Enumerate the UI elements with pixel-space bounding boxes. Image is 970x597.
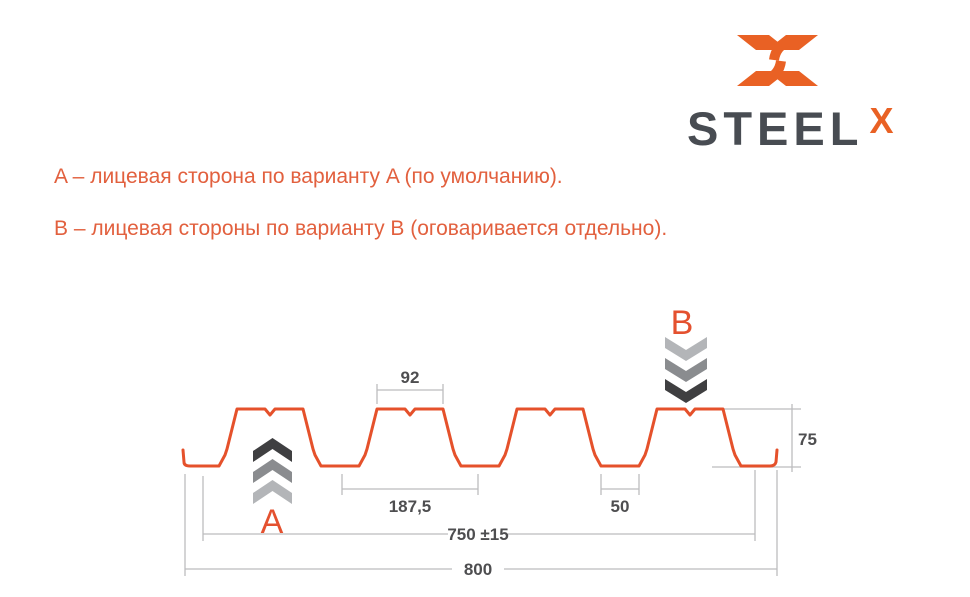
note-variant-a: A – лицевая сторона по варианту A (по ум… — [54, 165, 563, 188]
note-variant-b: B – лицевая стороны по варианту B (огова… — [54, 217, 668, 240]
dimension-lines — [184, 384, 801, 576]
logo-wordmark-text: STEEL — [687, 102, 864, 155]
logo-superscript-x: X — [869, 100, 894, 141]
logo-x-icon — [737, 35, 818, 86]
dim-working-width: 750 ±15 — [447, 525, 508, 544]
side-a-label: A — [261, 503, 284, 541]
side-b-label: B — [671, 304, 694, 342]
side-b-chevrons — [665, 337, 707, 403]
profile-outline — [181, 407, 779, 468]
dim-valley-width: 50 — [611, 497, 630, 516]
logo-wordmark: STEEL X — [687, 100, 894, 155]
dim-rib-pitch: 187,5 — [389, 497, 432, 516]
dim-profile-height: 75 — [798, 430, 817, 449]
dim-rib-top-width: 92 — [401, 368, 420, 387]
dim-overall-width: 800 — [464, 560, 492, 579]
side-a-chevrons — [253, 438, 292, 504]
